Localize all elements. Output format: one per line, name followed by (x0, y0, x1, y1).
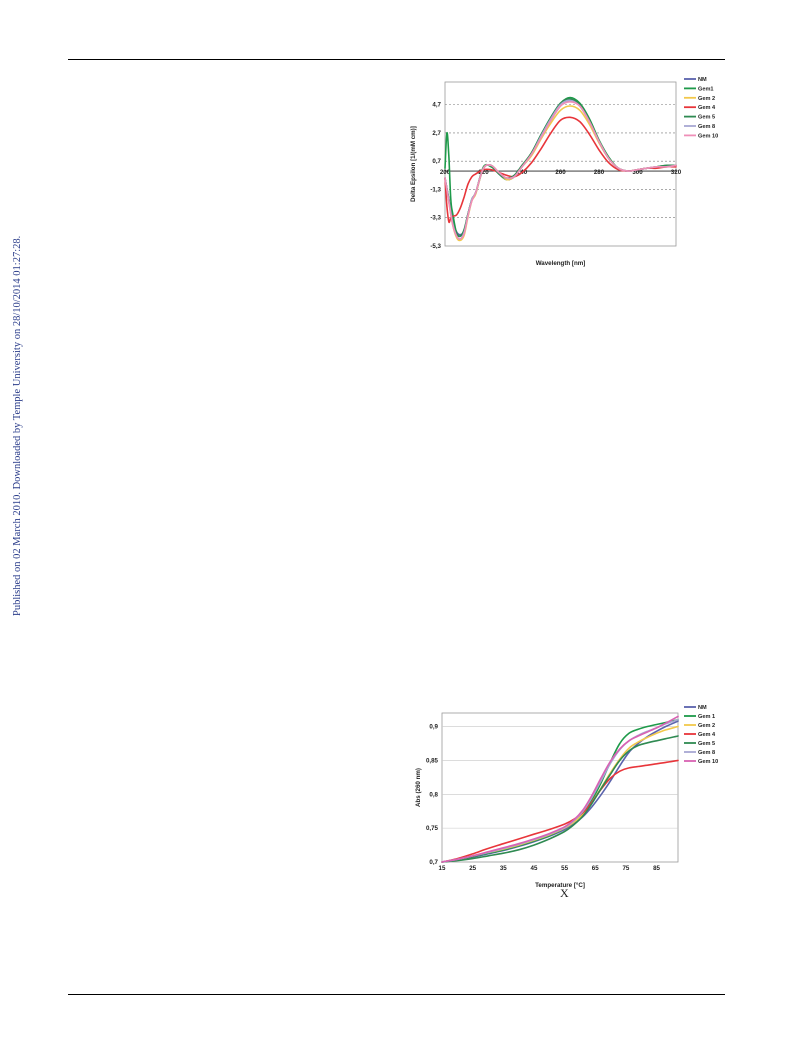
x-tick-label: 75 (622, 865, 629, 872)
series-line (441, 719, 679, 863)
legend-entry: Gem 4 (698, 105, 716, 111)
legend-entry: Gem 4 (698, 732, 716, 738)
footer-rule (68, 994, 725, 995)
series-line (441, 759, 679, 863)
legend-entry: Gem 10 (698, 759, 718, 765)
y-tick-label: 0,8 (429, 791, 438, 798)
plot-frame (441, 712, 679, 863)
x-tick-label: 260 (555, 169, 566, 176)
x-tick-label: 320 (671, 169, 682, 176)
x-tick-label: 220 (478, 169, 489, 176)
series-line (441, 715, 679, 863)
y-tick-label: 0,75 (426, 825, 439, 832)
x-tick-label: 25 (469, 865, 476, 872)
x-tick-label: 85 (653, 865, 660, 872)
header-rule (68, 59, 725, 60)
x-tick-label: 300 (632, 169, 643, 176)
x-tick-label: 280 (594, 169, 605, 176)
y-tick-label: 0,7 (432, 158, 441, 165)
y-tick-label: 0,85 (426, 757, 439, 764)
y-tick-label: -5,3 (430, 243, 441, 250)
legend-entry: Gem 5 (698, 115, 715, 121)
x-tick-label: 45 (531, 865, 538, 872)
y-tick-label: 0,7 (429, 859, 438, 866)
x-axis-label: Wavelength [nm] (536, 260, 586, 267)
series-line (441, 719, 679, 863)
y-axis-label: Abs (260 nm) (415, 768, 422, 807)
x-tick-label: 35 (500, 865, 507, 872)
series-line (441, 720, 679, 863)
x-tick-label: 200 (440, 169, 451, 176)
y-tick-label: -3,3 (430, 215, 441, 222)
legend-entry: Gem 8 (698, 124, 715, 130)
series-line (441, 735, 679, 863)
x-axis-label: Temperature [°C] (535, 882, 585, 889)
x-tick-label: 65 (592, 865, 599, 872)
legend-entry: NM (698, 77, 707, 83)
legend-entry: Gem 1 (698, 714, 715, 720)
y-tick-label: 4,7 (432, 102, 441, 109)
legend-entry: NM (698, 705, 707, 711)
legend-entry: Gem 8 (698, 750, 715, 756)
series-line (444, 101, 677, 240)
legend-entry: Gem1 (698, 86, 714, 92)
y-axis-label: Delta Epsilon [1/(mM cm)] (410, 126, 417, 202)
legend-entry: Gem 5 (698, 741, 715, 747)
y-tick-label: -1,3 (430, 186, 441, 193)
y-tick-label: 0,9 (429, 724, 438, 731)
y-tick-label: 2,7 (432, 130, 441, 137)
x-tick-label: 15 (439, 865, 446, 872)
legend-entry: Gem 10 (698, 133, 718, 139)
figure-label: X (560, 886, 569, 900)
legend-entry: Gem 2 (698, 96, 715, 102)
legend-entry: Gem 2 (698, 723, 715, 729)
x-tick-label: 55 (561, 865, 568, 872)
